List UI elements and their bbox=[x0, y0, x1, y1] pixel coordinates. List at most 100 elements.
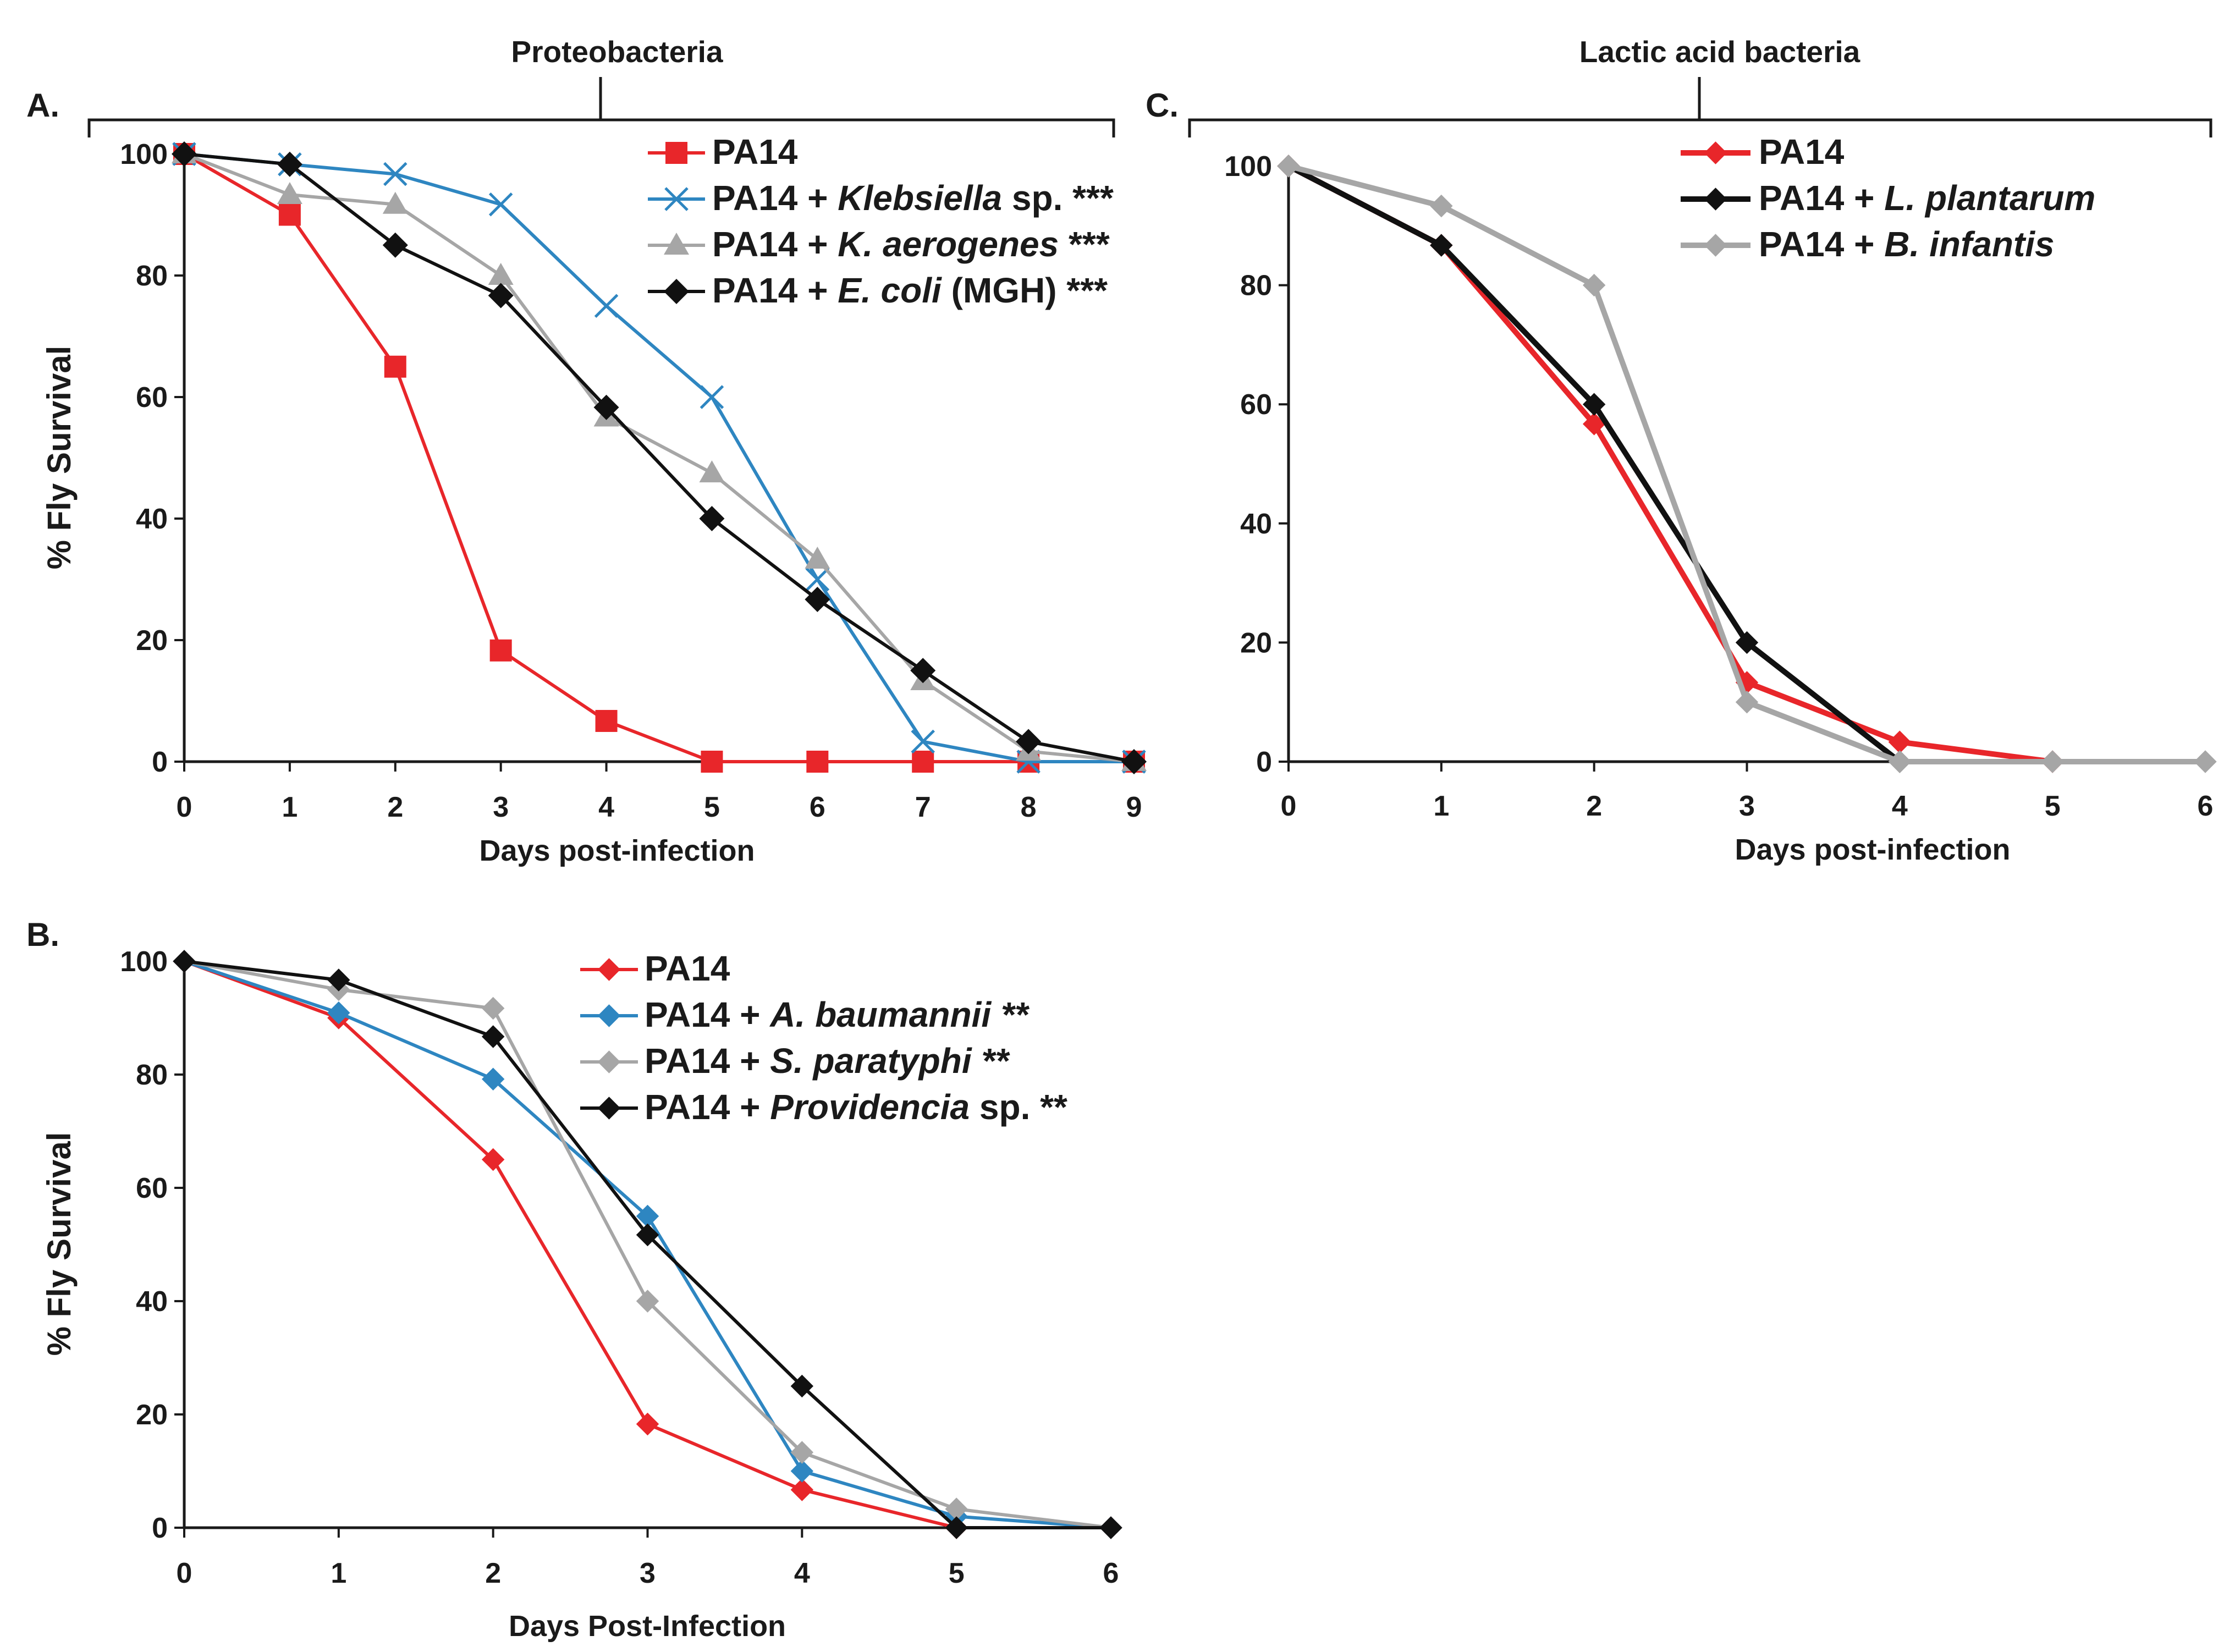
data-point bbox=[173, 950, 196, 973]
data-point bbox=[945, 1516, 968, 1539]
data-point bbox=[481, 1148, 505, 1171]
y-tick-label-c: 60 bbox=[1240, 389, 1272, 421]
y-tick-label-c: 0 bbox=[1256, 746, 1272, 778]
data-point bbox=[1582, 393, 1606, 416]
legend-marker bbox=[597, 1004, 621, 1027]
chart-panel-a: A. % Fly Survival Days post-infection 0 2… bbox=[26, 87, 1147, 867]
legend-label: PA14 bbox=[1759, 132, 1845, 172]
data-point bbox=[595, 709, 618, 732]
data-point bbox=[806, 751, 829, 773]
data-point bbox=[636, 1290, 659, 1313]
data-point bbox=[1735, 671, 1759, 694]
y-tick-label-a: 60 bbox=[136, 382, 168, 414]
data-point bbox=[701, 751, 723, 773]
x-tick-label-b: 6 bbox=[1103, 1557, 1119, 1589]
legend-label: PA14 + L. plantarum bbox=[1759, 178, 2095, 218]
panel-label-b: B. bbox=[26, 916, 59, 953]
legend-entry: PA14 + S. paratyphi ** bbox=[580, 1041, 1010, 1081]
legend-label: PA14 + E. coli (MGH) *** bbox=[712, 271, 1108, 310]
y-tick-label-b: 60 bbox=[136, 1172, 168, 1204]
data-point bbox=[327, 968, 350, 992]
x-tick-label-c: 5 bbox=[2045, 790, 2061, 822]
legend-marker bbox=[597, 1050, 621, 1073]
x-tick-label-b: 0 bbox=[177, 1557, 192, 1589]
data-point bbox=[699, 460, 725, 483]
legend-entry: PA14 bbox=[1681, 132, 1845, 172]
group-title-proteobacteria: Proteobacteria bbox=[511, 35, 723, 69]
series-line bbox=[184, 152, 1135, 763]
data-point bbox=[277, 151, 302, 177]
y-tick-label-a: 0 bbox=[152, 746, 168, 778]
data-point bbox=[699, 506, 725, 531]
legend-marker bbox=[665, 142, 687, 164]
group-brace-proteobacteria bbox=[87, 77, 1115, 137]
x-tick-label-a: 1 bbox=[282, 791, 298, 823]
data-point bbox=[636, 1223, 659, 1247]
y-tick-label-b: 20 bbox=[136, 1399, 168, 1431]
group-title-lactic-acid-bacteria: Lactic acid bacteria bbox=[1579, 35, 1860, 69]
data-point bbox=[594, 294, 619, 318]
series-a-3 bbox=[172, 141, 1147, 774]
data-point bbox=[790, 1441, 814, 1464]
data-point bbox=[489, 639, 512, 662]
legend-label: PA14 bbox=[712, 132, 798, 172]
legend-marker bbox=[597, 958, 621, 981]
data-point bbox=[1888, 750, 1912, 773]
y-tick-label-a: 20 bbox=[136, 625, 168, 657]
data-point bbox=[912, 751, 934, 773]
data-point bbox=[805, 567, 830, 592]
y-tick-label-b: 100 bbox=[120, 946, 168, 978]
series-line bbox=[183, 152, 1134, 763]
data-point bbox=[805, 586, 830, 612]
y-tick-label-b: 40 bbox=[136, 1286, 168, 1318]
legend-label: PA14 bbox=[645, 949, 730, 988]
chart-panel-b: B. % Fly Survival Days Post-Infection 0 2… bbox=[26, 916, 1122, 1643]
data-point bbox=[488, 192, 513, 217]
y-tick-label-b: 0 bbox=[152, 1512, 168, 1544]
data-point bbox=[488, 263, 514, 285]
legend-marker bbox=[1704, 141, 1727, 164]
data-point bbox=[1735, 631, 1759, 654]
x-axis-label-b: Days Post-Infection bbox=[509, 1610, 786, 1643]
legend-marker bbox=[664, 187, 689, 211]
legend-label: PA14 + Klebsiella sp. *** bbox=[712, 178, 1114, 218]
x-tick-label-a: 9 bbox=[1126, 791, 1142, 823]
legend-entry: PA14 + Providencia sp. ** bbox=[580, 1087, 1067, 1127]
data-point bbox=[805, 547, 830, 569]
data-point bbox=[277, 182, 302, 205]
data-point bbox=[384, 355, 406, 378]
data-point bbox=[327, 1001, 350, 1025]
x-tick-label-a: 7 bbox=[915, 791, 931, 823]
series-line bbox=[184, 152, 1134, 763]
x-axis-label-a: Days post-infection bbox=[479, 834, 755, 867]
data-point bbox=[481, 1067, 505, 1091]
data-point bbox=[382, 191, 408, 214]
panel-label-c: C. bbox=[1146, 87, 1179, 124]
y-tick-label-a: 40 bbox=[136, 503, 168, 535]
data-point bbox=[1888, 730, 1912, 753]
x-tick-label-b: 3 bbox=[640, 1557, 656, 1589]
legend-entry: PA14 bbox=[648, 132, 798, 172]
legend-marker bbox=[664, 233, 689, 255]
y-tick-label-c: 40 bbox=[1240, 508, 1272, 540]
data-point bbox=[593, 394, 619, 420]
data-point bbox=[383, 162, 408, 186]
data-point bbox=[1430, 234, 1453, 257]
legend-label: PA14 + Providencia sp. ** bbox=[645, 1087, 1067, 1127]
x-tick-label-a: 8 bbox=[1021, 791, 1037, 823]
data-point bbox=[278, 203, 301, 226]
y-tick-label-c: 80 bbox=[1240, 270, 1272, 302]
legend-entry: PA14 + A. baumannii ** bbox=[580, 995, 1030, 1034]
data-point bbox=[488, 283, 514, 309]
data-point bbox=[945, 1497, 968, 1521]
series-c-2 bbox=[1277, 155, 2217, 773]
series-line bbox=[183, 152, 1135, 763]
x-tick-label-a: 6 bbox=[810, 791, 825, 823]
y-tick-label-c: 100 bbox=[1224, 151, 1272, 183]
data-point bbox=[1016, 729, 1042, 755]
x-tick-label-c: 6 bbox=[2198, 790, 2214, 822]
data-point bbox=[2041, 750, 2064, 773]
x-tick-label-a: 2 bbox=[387, 791, 403, 823]
legend-label: PA14 + K. aerogenes *** bbox=[712, 224, 1110, 264]
y-axis-label-b: % Fly Survival bbox=[41, 1132, 78, 1356]
